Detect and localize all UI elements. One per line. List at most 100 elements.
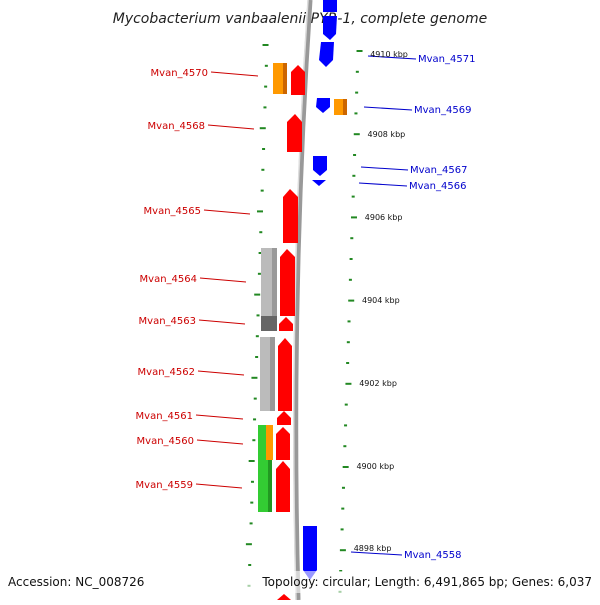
tick-mark-right bbox=[342, 466, 349, 468]
tick-mark-right bbox=[347, 320, 351, 323]
tick-mark-left bbox=[263, 106, 267, 109]
tick-mark-left bbox=[253, 397, 257, 400]
gene-mvan-4567[interactable] bbox=[313, 156, 327, 176]
gene-mvan-4560[interactable] bbox=[276, 427, 290, 460]
gene-label-mvan-4566[interactable]: Mvan_4566 bbox=[409, 181, 466, 192]
tick-mark-right bbox=[355, 91, 359, 94]
gene-feature-red-bottom[interactable] bbox=[277, 594, 291, 600]
gene-mvan-4562[interactable] bbox=[278, 338, 292, 411]
footer-background bbox=[0, 571, 600, 593]
tick-mark-right bbox=[346, 341, 350, 344]
tick-mark-left bbox=[256, 210, 263, 213]
leader-line-right bbox=[358, 182, 408, 187]
tick-mark-left bbox=[248, 564, 252, 566]
gene-mvan-4563[interactable] bbox=[279, 317, 293, 331]
gene-mvan-4571[interactable] bbox=[319, 42, 334, 67]
rna-mvan-4560[interactable] bbox=[266, 425, 273, 460]
tick-mark-right bbox=[344, 424, 348, 427]
leader-line-left bbox=[203, 209, 251, 215]
tick-mark-right bbox=[351, 195, 355, 198]
tick-mark-left bbox=[261, 168, 265, 171]
tick-mark-right bbox=[349, 258, 353, 260]
gene-label-mvan-4570[interactable]: Mvan_4570 bbox=[151, 68, 208, 79]
tick-mark-right bbox=[350, 216, 357, 219]
gene-feature-blue-top-2[interactable] bbox=[323, 16, 337, 40]
gene-label-mvan-4565[interactable]: Mvan_4565 bbox=[144, 206, 201, 217]
leader-line-right bbox=[360, 166, 409, 171]
gene-mvan-4566[interactable] bbox=[312, 180, 326, 186]
rna-mvan-4569-shade bbox=[343, 99, 347, 115]
gene-label-mvan-4560[interactable]: Mvan_4560 bbox=[137, 436, 194, 447]
tick-mark-left bbox=[262, 44, 269, 46]
tick-mark-left bbox=[260, 189, 264, 192]
grey-mvan-4564-shade bbox=[272, 248, 277, 316]
rna-mvan-4570-shade bbox=[283, 63, 287, 94]
tick-mark-left bbox=[253, 418, 257, 421]
tick-mark-left bbox=[262, 148, 266, 150]
kbp-label: 4910 kbp bbox=[370, 50, 408, 59]
tick-mark-right bbox=[354, 112, 358, 115]
tick-mark-right bbox=[339, 549, 346, 552]
gene-label-mvan-4568[interactable]: Mvan_4568 bbox=[148, 121, 205, 132]
gene-label-mvan-4571[interactable]: Mvan_4571 bbox=[418, 54, 475, 65]
tick-mark-left bbox=[258, 252, 262, 254]
reverse-strand-features bbox=[303, 0, 347, 580]
tick-mark-left bbox=[264, 85, 268, 88]
gene-label-mvan-4563[interactable]: Mvan_4563 bbox=[139, 316, 196, 327]
tick-mark-left bbox=[259, 127, 266, 130]
grey-mvan-4563[interactable] bbox=[261, 316, 277, 331]
gene-mvan-4568[interactable] bbox=[287, 114, 302, 152]
tick-mark-left bbox=[257, 272, 261, 275]
tick-mark-left bbox=[264, 64, 268, 67]
tick-mark-left bbox=[256, 314, 260, 317]
tick-mark-right bbox=[348, 299, 355, 302]
kbp-label: 4900 kbp bbox=[356, 462, 394, 471]
tick-mark-right bbox=[343, 445, 347, 448]
accession-text: Accession: NC_008726 bbox=[8, 575, 144, 589]
tick-mark-left bbox=[255, 335, 259, 338]
kbp-label: 4904 kbp bbox=[362, 296, 400, 305]
tick-mark-right bbox=[341, 486, 345, 489]
green-mvan-4560[interactable] bbox=[258, 425, 266, 460]
kbp-scale-labels: 4910 kbp 4908 kbp 4906 kbp 4904 kbp 4902 kbp… bbox=[354, 50, 408, 553]
tick-mark-left bbox=[250, 480, 254, 483]
tick-mark-right bbox=[346, 362, 350, 364]
forward-strand-features bbox=[258, 63, 305, 600]
grey-mvan-4562-shade bbox=[270, 337, 275, 411]
leader-line-left bbox=[198, 319, 246, 325]
leader-line-left bbox=[199, 277, 247, 283]
gene-label-mvan-4569[interactable]: Mvan_4569 bbox=[414, 105, 471, 116]
tick-mark-right bbox=[353, 154, 357, 156]
gene-label-mvan-4559[interactable]: Mvan_4559 bbox=[136, 480, 193, 491]
gene-mvan-4559[interactable] bbox=[276, 461, 290, 512]
gene-mvan-4565[interactable] bbox=[283, 189, 298, 243]
leader-line-left bbox=[195, 414, 244, 420]
tick-marks-right bbox=[338, 50, 363, 593]
tick-mark-left bbox=[248, 460, 255, 462]
gene-label-mvan-4567[interactable]: Mvan_4567 bbox=[410, 165, 467, 176]
gene-mvan-4561[interactable] bbox=[277, 411, 291, 425]
leader-line-left bbox=[207, 124, 255, 130]
gene-label-mvan-4562[interactable]: Mvan_4562 bbox=[138, 367, 195, 378]
gene-mvan-4570[interactable] bbox=[291, 65, 305, 95]
gene-mvan-4558[interactable] bbox=[303, 526, 317, 580]
tick-mark-right bbox=[352, 174, 356, 177]
tick-mark-right bbox=[350, 237, 354, 240]
tick-mark-left bbox=[250, 501, 254, 504]
gene-label-mvan-4558[interactable]: Mvan_4558 bbox=[404, 550, 461, 561]
gene-label-mvan-4561[interactable]: Mvan_4561 bbox=[136, 411, 193, 422]
gene-mvan-4564[interactable] bbox=[280, 249, 295, 316]
gene-feature-blue-top[interactable] bbox=[323, 0, 337, 12]
tick-mark-left bbox=[259, 231, 263, 234]
kbp-label: 4902 kbp bbox=[359, 379, 397, 388]
tick-mark-right bbox=[345, 382, 352, 385]
map-title: Mycobacterium vanbaalenii PYR-1, complet… bbox=[113, 11, 488, 27]
gene-label-mvan-4564[interactable]: Mvan_4564 bbox=[140, 274, 197, 285]
kbp-label: 4908 kbp bbox=[368, 130, 406, 139]
tick-mark-left bbox=[249, 522, 253, 525]
gene-mvan-4569[interactable] bbox=[316, 98, 330, 113]
tick-mark-left bbox=[245, 543, 252, 546]
tick-mark-right bbox=[341, 507, 345, 510]
